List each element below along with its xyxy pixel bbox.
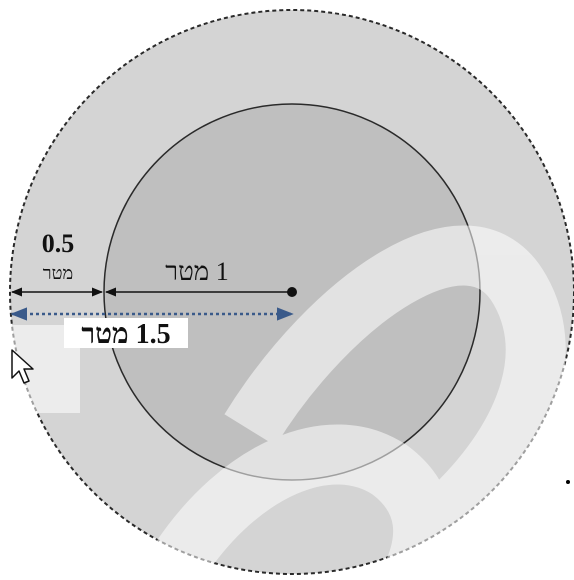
gap-unit-label: מטר [43, 263, 73, 283]
outer-radius-label-box [64, 318, 188, 348]
outer-radius-label: 1.5 מטר [81, 319, 170, 350]
mouse-pointer-icon [11, 349, 34, 384]
center-point [287, 287, 297, 297]
gap-value-label: 0.5 [42, 229, 75, 258]
watermark [155, 225, 566, 580]
stray-dot [566, 480, 570, 484]
inner-radius-label: 1 מטר [165, 257, 228, 286]
